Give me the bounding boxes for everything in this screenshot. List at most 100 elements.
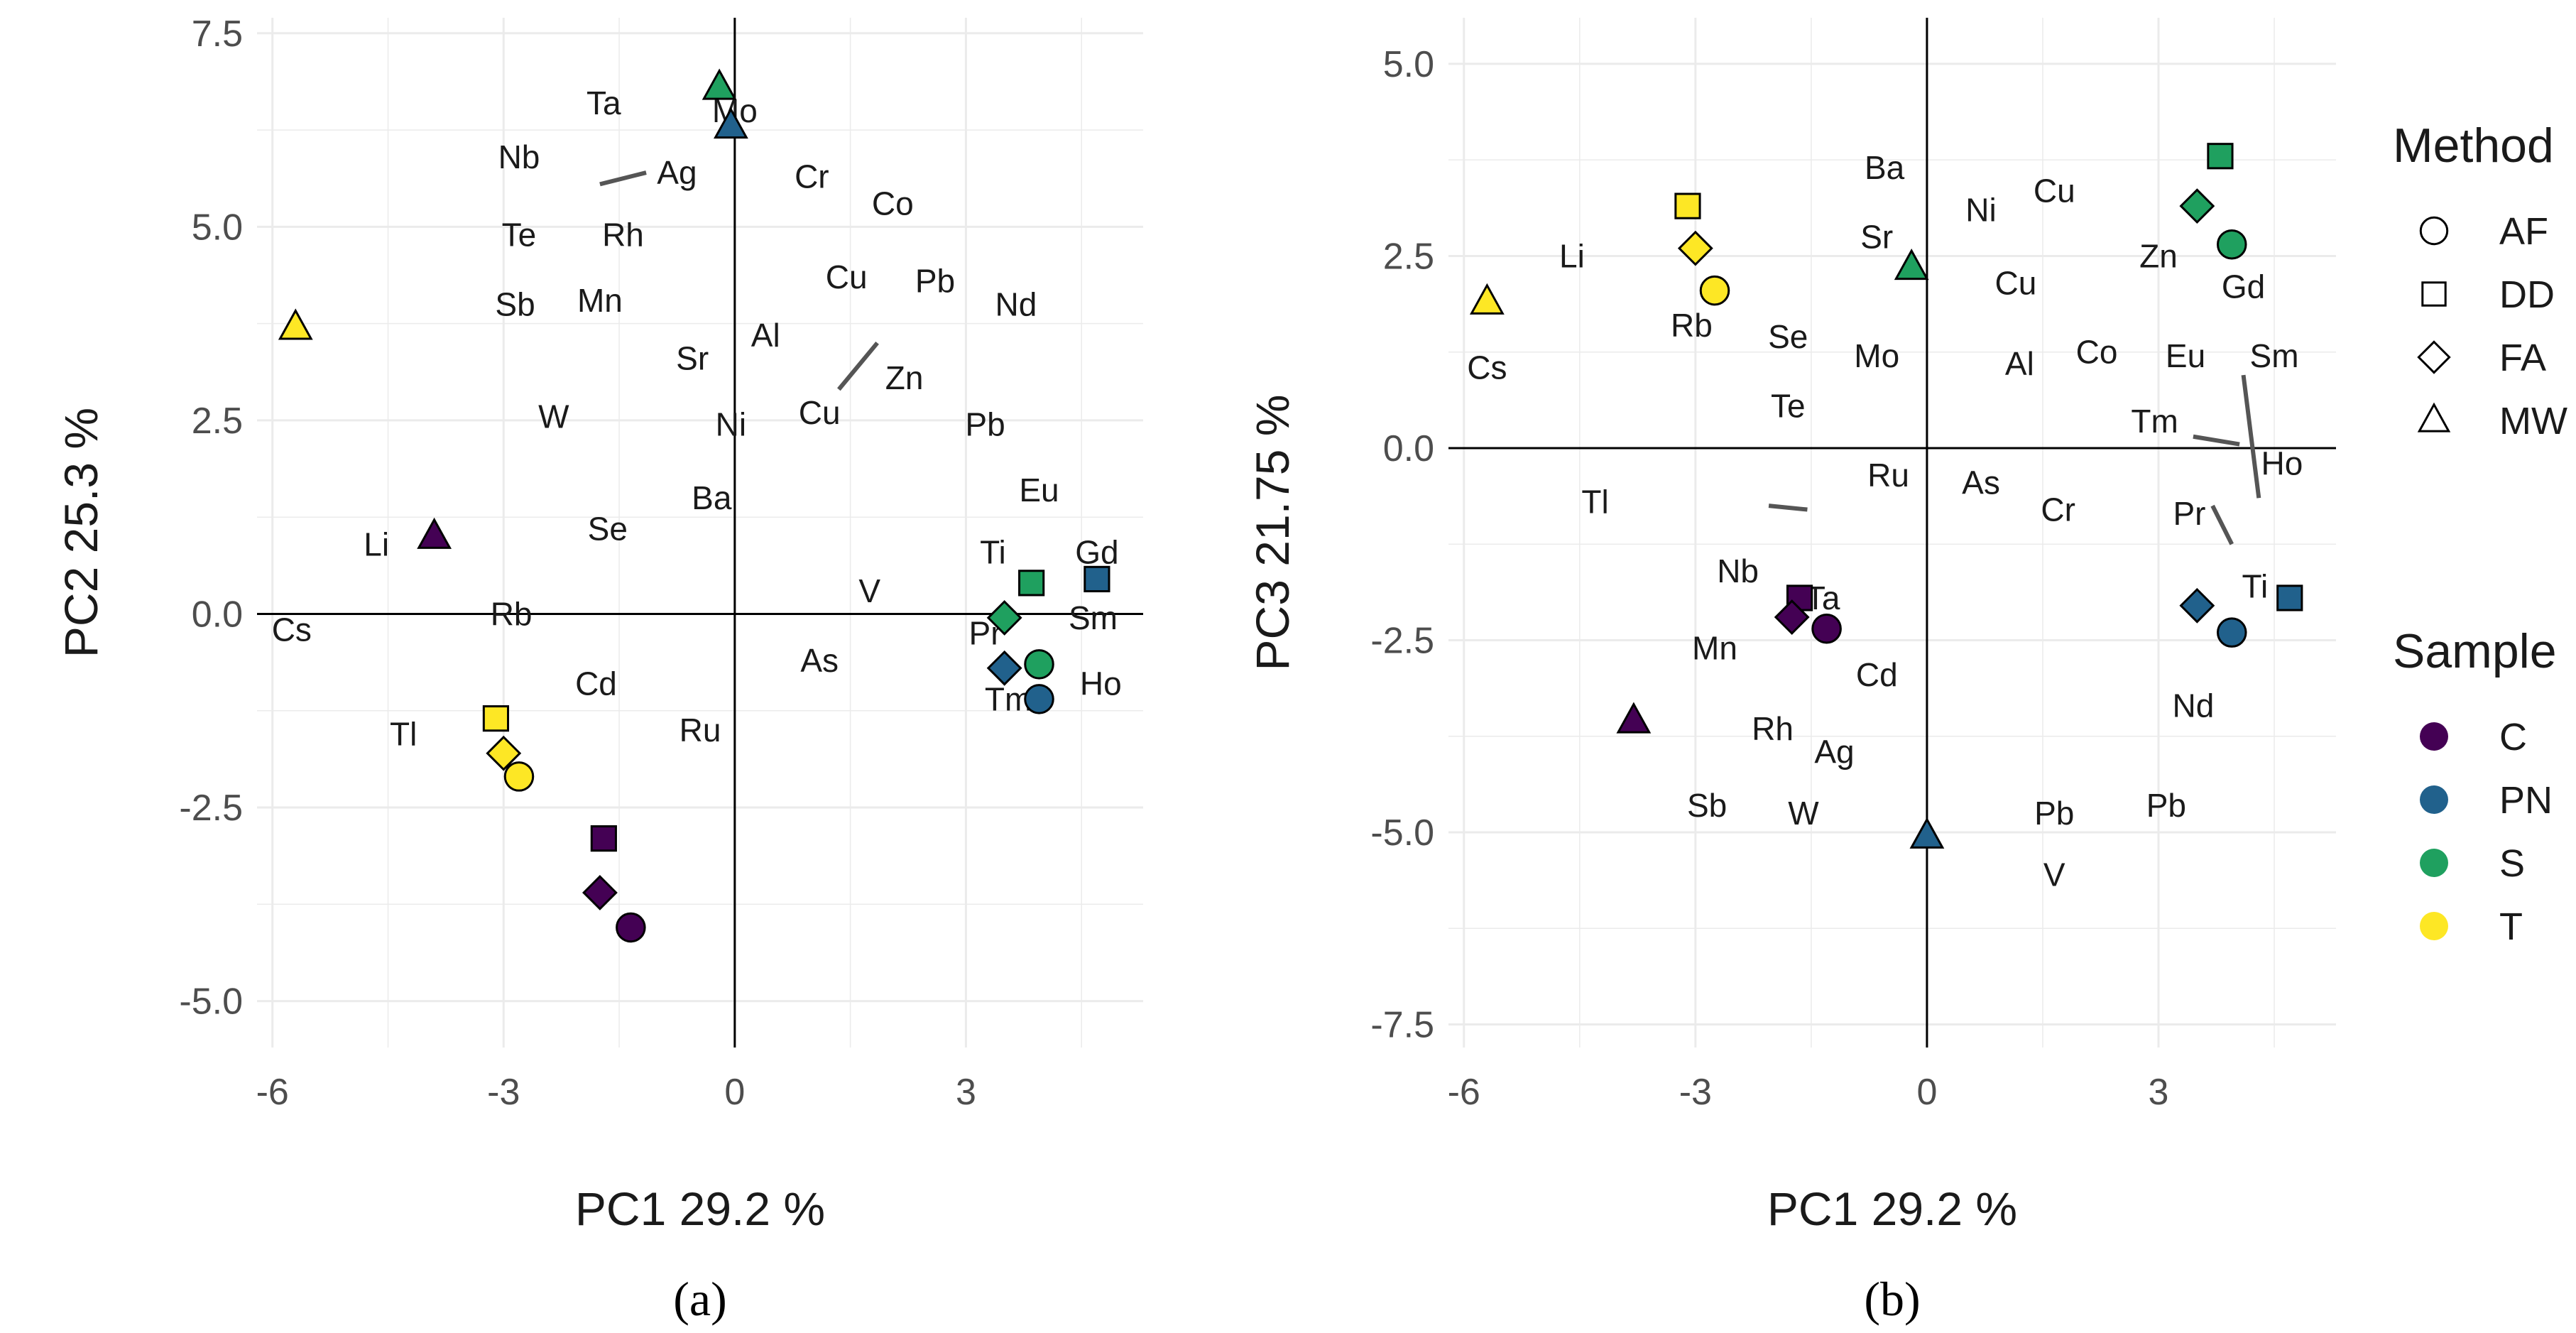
variable-label: Cr: [795, 158, 829, 195]
variable-label: Li: [1559, 237, 1585, 274]
variable-label: Sr: [1860, 218, 1893, 255]
point-t-dd: [482, 705, 510, 732]
variable-label: Ru: [680, 712, 721, 749]
panel-label: (b): [1864, 1272, 1920, 1326]
point-pn-mw: [714, 107, 748, 139]
variable-label: Se: [1768, 318, 1808, 355]
point-s-mw: [702, 68, 737, 100]
variable-label: Nd: [2173, 687, 2215, 724]
variable-label: Ru: [1867, 457, 1909, 494]
variable-label: Ti: [2242, 568, 2269, 605]
point-t-fa: [486, 735, 522, 771]
legend-sample-s-dot: [2420, 849, 2448, 877]
legend: Method AF DD FA MW Sample C PN ST: [2393, 119, 2567, 948]
variable-label: Pb: [915, 263, 955, 300]
variable-label: Cu: [1995, 264, 2037, 301]
x-tick-label: 3: [2149, 1072, 2169, 1113]
variable-label: Eu: [1019, 472, 1059, 508]
variable-label: Sb: [495, 285, 535, 322]
x-tick-label: -6: [1448, 1072, 1480, 1113]
x-tick-label: 0: [1916, 1072, 1937, 1113]
legend-sample-c-dot: [2420, 722, 2448, 751]
variable-label: Cd: [1856, 656, 1898, 693]
y-tick-label: -5.0: [179, 981, 243, 1023]
y-tick-label: 0.0: [192, 594, 243, 635]
variable-label: Ag: [1814, 733, 1854, 770]
label-connector: [2193, 434, 2240, 447]
point-pn-fa: [2179, 587, 2215, 624]
y-tick-label: 2.5: [1383, 236, 1434, 277]
variable-label: Cu: [826, 259, 868, 295]
point-c-mw: [417, 517, 452, 549]
variable-label: Mn: [577, 282, 623, 319]
variable-label: Rb: [491, 595, 533, 632]
variable-label: Tl: [390, 715, 417, 752]
point-s-dd: [2207, 143, 2234, 170]
point-t-mw: [1469, 283, 1505, 315]
variable-label: Nd: [995, 285, 1037, 322]
variable-label: Sb: [1687, 787, 1727, 824]
point-pn-af: [2217, 617, 2247, 648]
point-c-dd: [590, 825, 617, 852]
variable-label: Mo: [1854, 337, 1899, 374]
variable-label: Ba: [692, 479, 732, 516]
variable-label: Te: [502, 216, 537, 253]
x-tick-label: -3: [1679, 1072, 1712, 1113]
legend-sample-t-dot: [2420, 912, 2448, 940]
point-t-af: [503, 761, 535, 792]
variable-label: Al: [2005, 345, 2034, 382]
legend-sample-label: S: [2499, 842, 2525, 885]
variable-label: Sm: [2250, 337, 2299, 374]
variable-label: Te: [1771, 387, 1806, 424]
variable-label: Rh: [602, 216, 644, 253]
point-pn-mw: [1909, 817, 1945, 849]
legend-sample-label: T: [2499, 905, 2523, 948]
label-connector: [1768, 504, 1808, 512]
variable-label: Zn: [885, 359, 924, 396]
variable-label: Al: [751, 317, 780, 354]
point-s-dd: [1018, 570, 1045, 597]
y-tick-label: 5.0: [192, 207, 243, 248]
variable-label: Ag: [657, 154, 697, 191]
label-connector: [599, 170, 647, 187]
variable-label: Co: [2076, 334, 2118, 371]
variable-label: Pb: [2034, 795, 2074, 832]
label-connector: [2241, 374, 2261, 499]
legend-method-title: Method: [2393, 119, 2554, 173]
variable-label: Ba: [1865, 149, 1905, 186]
legend-method-label: FA: [2499, 337, 2546, 379]
point-s-mw: [1894, 249, 1929, 281]
x-tick-label: 0: [724, 1072, 745, 1113]
point-c-af: [1811, 614, 1842, 644]
panel-b: -6 -3 0 3 -7.5 -5.0 -2.5 0.0 2.5 5.0 PC1 29.2 % PC3…: [1246, 18, 2336, 1326]
variable-label: Cd: [575, 665, 617, 702]
variable-label: Ni: [1965, 192, 1996, 229]
x-tick-label: -3: [487, 1072, 520, 1113]
variable-label: Ni: [716, 406, 746, 442]
point-pn-dd: [2276, 584, 2303, 611]
point-c-fa: [1774, 599, 1810, 635]
legend-sample-title: Sample: [2393, 624, 2557, 678]
variable-label: W: [1788, 795, 1819, 832]
point-pn-dd: [1084, 565, 1110, 593]
variable-label: V: [2043, 856, 2065, 893]
variable-label: Cu: [799, 394, 841, 431]
variable-label: Cs: [272, 611, 312, 648]
variable-label: Gd: [2222, 268, 2265, 305]
panel-label: (a): [673, 1272, 726, 1326]
variable-label: Pb: [2146, 787, 2186, 824]
legend-method-dd-icon: [2421, 281, 2447, 307]
y-tick-label: -2.5: [179, 788, 243, 829]
y-axis-title: PC2 25.3 %: [55, 408, 107, 658]
legend-method-fa-icon: [2417, 340, 2451, 374]
point-s-af: [2217, 229, 2247, 260]
point-s-af: [1024, 649, 1054, 680]
legend-method-label: DD: [2499, 273, 2555, 316]
y-tick-label: 0.0: [1383, 428, 1434, 469]
y-tick-label: -2.5: [1370, 620, 1434, 661]
variable-label: Cu: [2034, 172, 2075, 209]
gridlines: [257, 18, 1143, 1048]
legend-method-label: MW: [2499, 400, 2567, 442]
y-axis-title: PC3 21.75 %: [1246, 395, 1299, 671]
